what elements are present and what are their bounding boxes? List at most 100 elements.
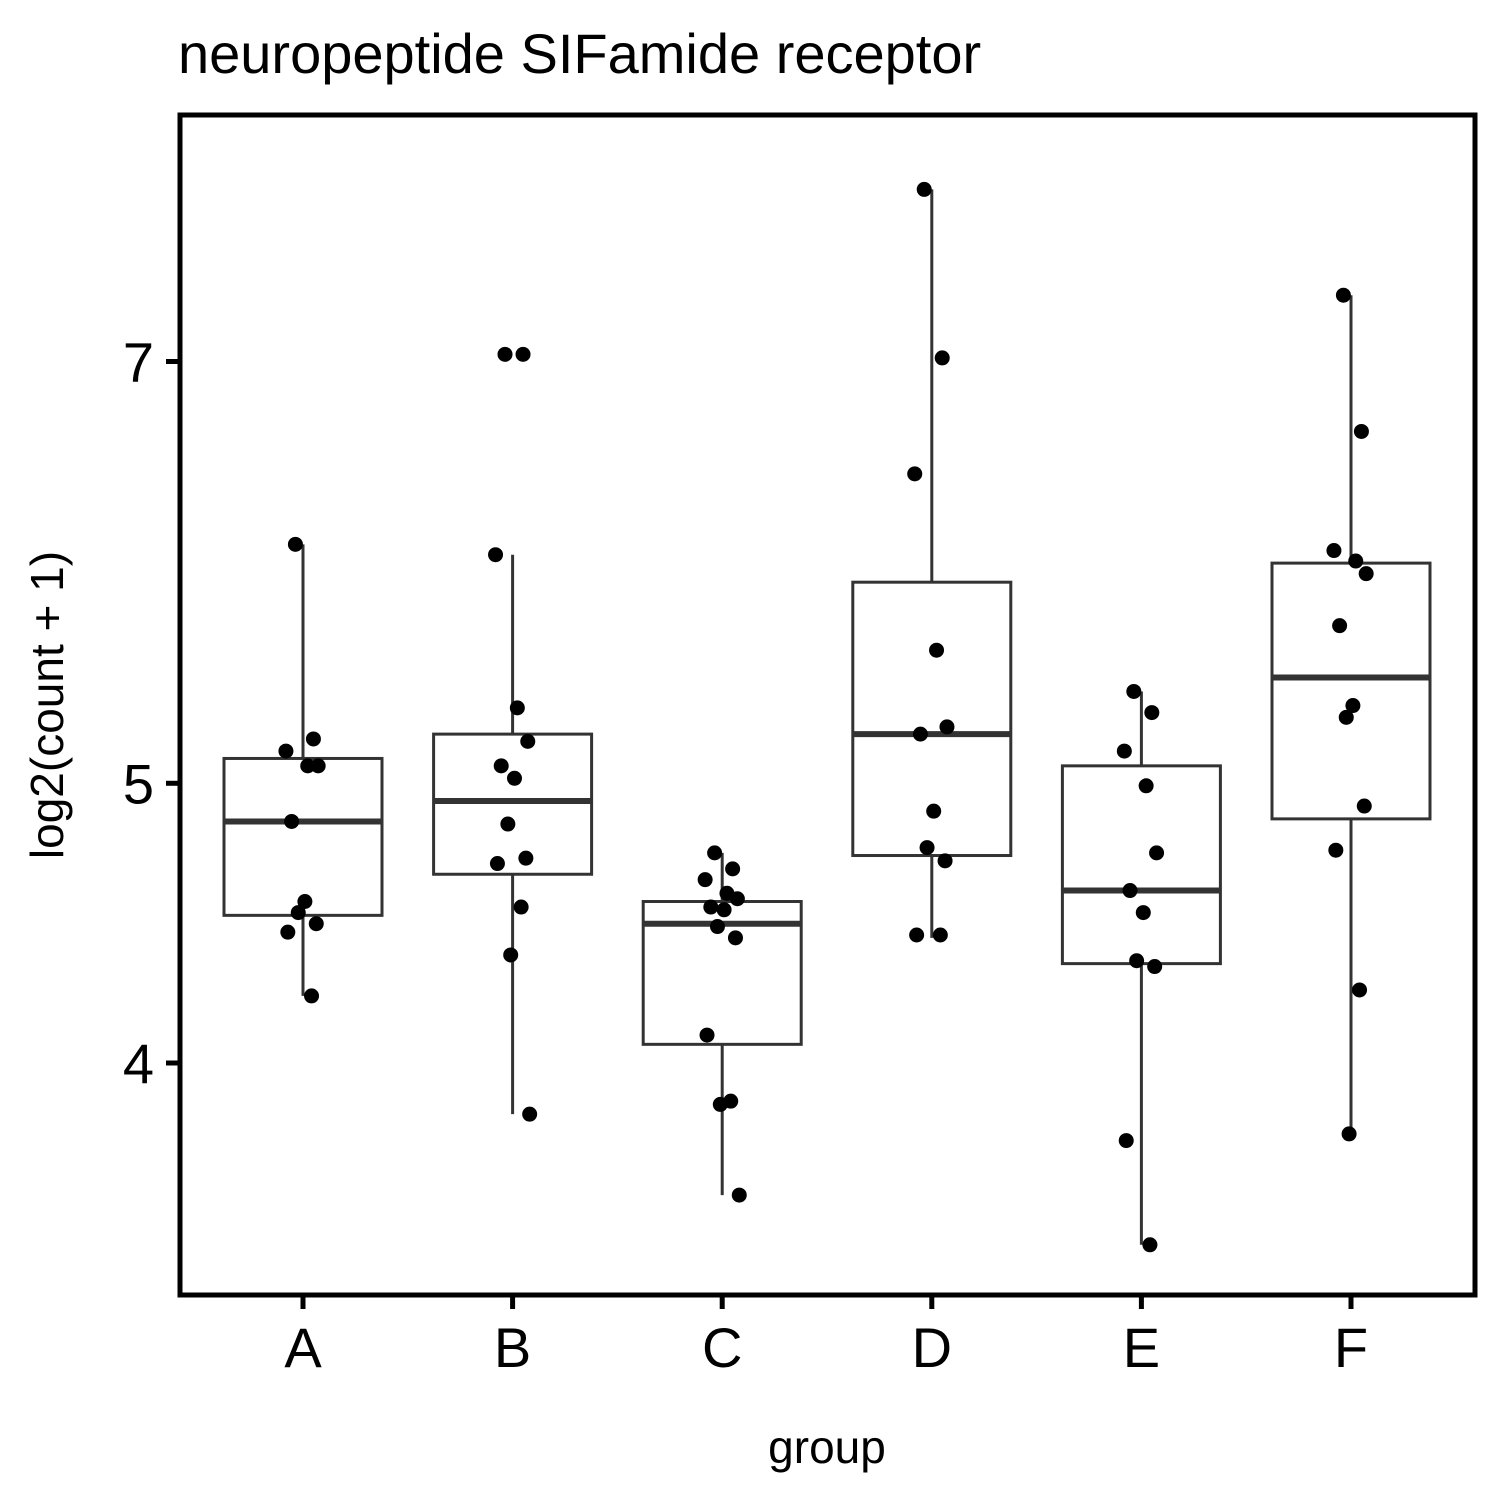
data-point xyxy=(1356,798,1372,814)
box xyxy=(1270,561,1432,821)
data-point xyxy=(1118,1133,1134,1149)
data-point xyxy=(488,547,504,563)
data-point xyxy=(916,181,932,197)
data-point xyxy=(932,927,948,943)
data-point xyxy=(1335,287,1351,303)
plot-area xyxy=(222,181,1432,1253)
data-point xyxy=(515,346,531,362)
data-point xyxy=(493,758,509,774)
data-point xyxy=(518,850,534,866)
data-point xyxy=(278,743,294,759)
y-axis-title: log2(count + 1) xyxy=(21,551,73,859)
data-point xyxy=(912,726,928,742)
data-point xyxy=(305,731,321,747)
data-point xyxy=(731,1187,747,1203)
box-group-F xyxy=(1270,295,1432,1134)
data-point xyxy=(939,719,955,735)
data-point xyxy=(907,466,923,482)
points-group-B xyxy=(488,346,538,1122)
points-group-A xyxy=(278,536,326,1004)
x-tick-label: F xyxy=(1334,1316,1368,1379)
box-group-A xyxy=(222,544,384,996)
data-point xyxy=(1149,845,1165,861)
data-point xyxy=(287,536,303,552)
data-point xyxy=(707,845,723,861)
data-point xyxy=(909,927,925,943)
data-point xyxy=(709,919,725,935)
data-point xyxy=(284,813,300,829)
data-point xyxy=(297,894,313,910)
data-point xyxy=(929,642,945,658)
data-point xyxy=(1147,959,1163,975)
data-point xyxy=(1353,423,1369,439)
box-group-E xyxy=(1060,691,1222,1245)
data-point xyxy=(697,872,713,888)
data-point xyxy=(703,899,719,915)
data-point xyxy=(522,1106,538,1122)
data-point xyxy=(310,758,326,774)
data-point xyxy=(1352,982,1368,998)
data-point xyxy=(280,924,296,940)
data-point xyxy=(1138,778,1154,794)
data-point xyxy=(729,891,745,907)
data-point xyxy=(290,905,306,921)
data-point xyxy=(1122,883,1138,899)
data-point xyxy=(506,770,522,786)
data-point xyxy=(716,902,732,918)
data-point xyxy=(1142,1237,1158,1253)
data-point xyxy=(1126,683,1142,699)
data-point xyxy=(937,853,953,869)
data-point xyxy=(520,733,536,749)
box-group-D xyxy=(851,189,1013,938)
x-tick-label: E xyxy=(1123,1316,1160,1379)
data-point xyxy=(712,1096,728,1112)
data-point xyxy=(934,350,950,366)
data-point xyxy=(300,758,316,774)
data-point xyxy=(727,930,743,946)
data-point xyxy=(513,899,529,915)
data-point xyxy=(1358,566,1374,582)
data-point xyxy=(926,803,942,819)
data-point xyxy=(1326,543,1342,559)
data-point xyxy=(919,840,935,856)
box-group-B xyxy=(432,554,594,1115)
data-point xyxy=(1129,953,1145,969)
data-point xyxy=(1144,705,1160,721)
data-point xyxy=(1345,698,1361,714)
data-point xyxy=(503,947,519,963)
data-point xyxy=(1338,709,1354,725)
y-axis: 4 5 7 xyxy=(123,331,180,1095)
data-point xyxy=(1341,1126,1357,1142)
data-point xyxy=(489,856,505,872)
points-group-D xyxy=(907,181,955,943)
x-tick-label: C xyxy=(702,1316,742,1379)
y-tick-label: 7 xyxy=(123,331,154,394)
chart-title: neuropeptide SIFamide receptor xyxy=(178,22,981,85)
data-point xyxy=(725,861,741,877)
data-point xyxy=(1135,905,1151,921)
data-point xyxy=(304,988,320,1004)
data-point xyxy=(1328,842,1344,858)
box xyxy=(222,756,384,917)
data-point xyxy=(1116,743,1132,759)
x-tick-label: B xyxy=(494,1316,531,1379)
data-point xyxy=(1348,553,1364,569)
data-point xyxy=(1332,618,1348,634)
box xyxy=(432,732,594,876)
y-tick-label: 4 xyxy=(123,1032,154,1095)
x-axis-title: group xyxy=(768,1421,886,1473)
points-group-C xyxy=(697,845,747,1203)
points-group-F xyxy=(1326,287,1374,1142)
data-point xyxy=(497,346,513,362)
x-tick-label: A xyxy=(284,1316,322,1379)
box xyxy=(1060,764,1222,966)
data-point xyxy=(509,700,525,716)
data-point xyxy=(699,1027,715,1043)
data-point xyxy=(308,916,324,932)
data-point xyxy=(500,816,516,832)
x-tick-label: D xyxy=(912,1316,952,1379)
x-axis: A B C D E F xyxy=(284,1295,1368,1379)
points-group-E xyxy=(1116,683,1165,1253)
y-tick-label: 5 xyxy=(123,752,154,815)
